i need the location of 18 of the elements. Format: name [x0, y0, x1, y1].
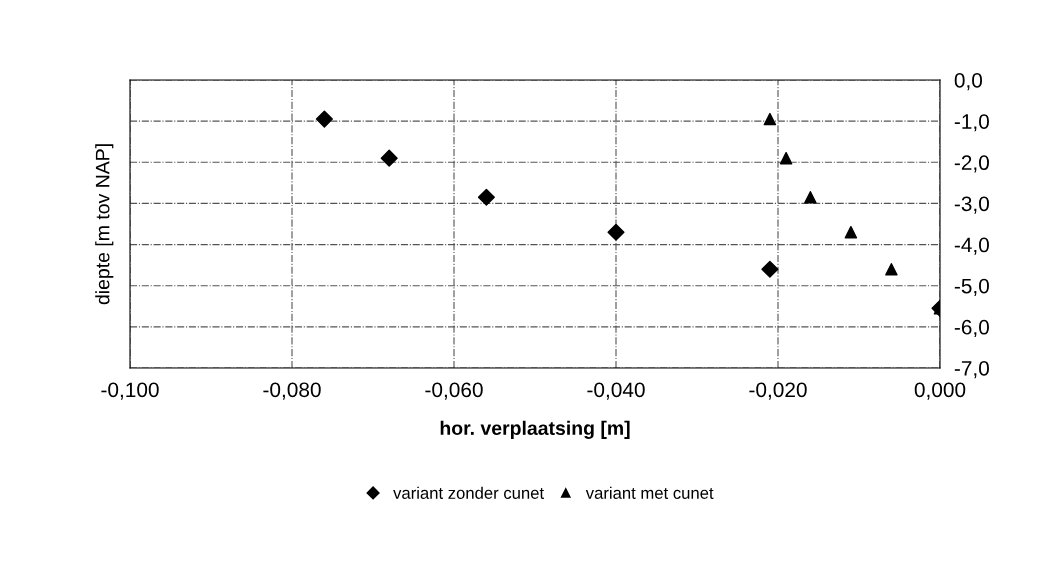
x-axis-title: hor. verplaatsing [m]: [440, 420, 630, 439]
x-tick-label: -0,060: [425, 382, 483, 400]
y-tick-label: 0,0: [954, 73, 983, 91]
y-tick-label: -3,0: [954, 196, 989, 214]
y-tick-label: -2,0: [954, 155, 989, 173]
y-tick-label: -4,0: [954, 237, 989, 255]
y-axis-title: diepte [m tov NAP]: [95, 144, 114, 305]
legend-label: variant met cunet: [585, 486, 714, 499]
y-tick-label: -1,0: [954, 114, 989, 132]
legend-label: variant zonder cunet: [393, 486, 544, 499]
x-tick-label: -0,100: [101, 382, 159, 400]
y-tick-label: -7,0: [954, 361, 989, 379]
x-tick-label: -0,080: [263, 382, 321, 400]
y-tick-label: -5,0: [954, 278, 989, 296]
x-tick-label: -0,040: [587, 382, 645, 400]
y-tick-label: -6,0: [954, 319, 989, 338]
x-tick-label: -0,020: [749, 382, 807, 400]
x-tick-label: 0,000: [914, 382, 966, 400]
